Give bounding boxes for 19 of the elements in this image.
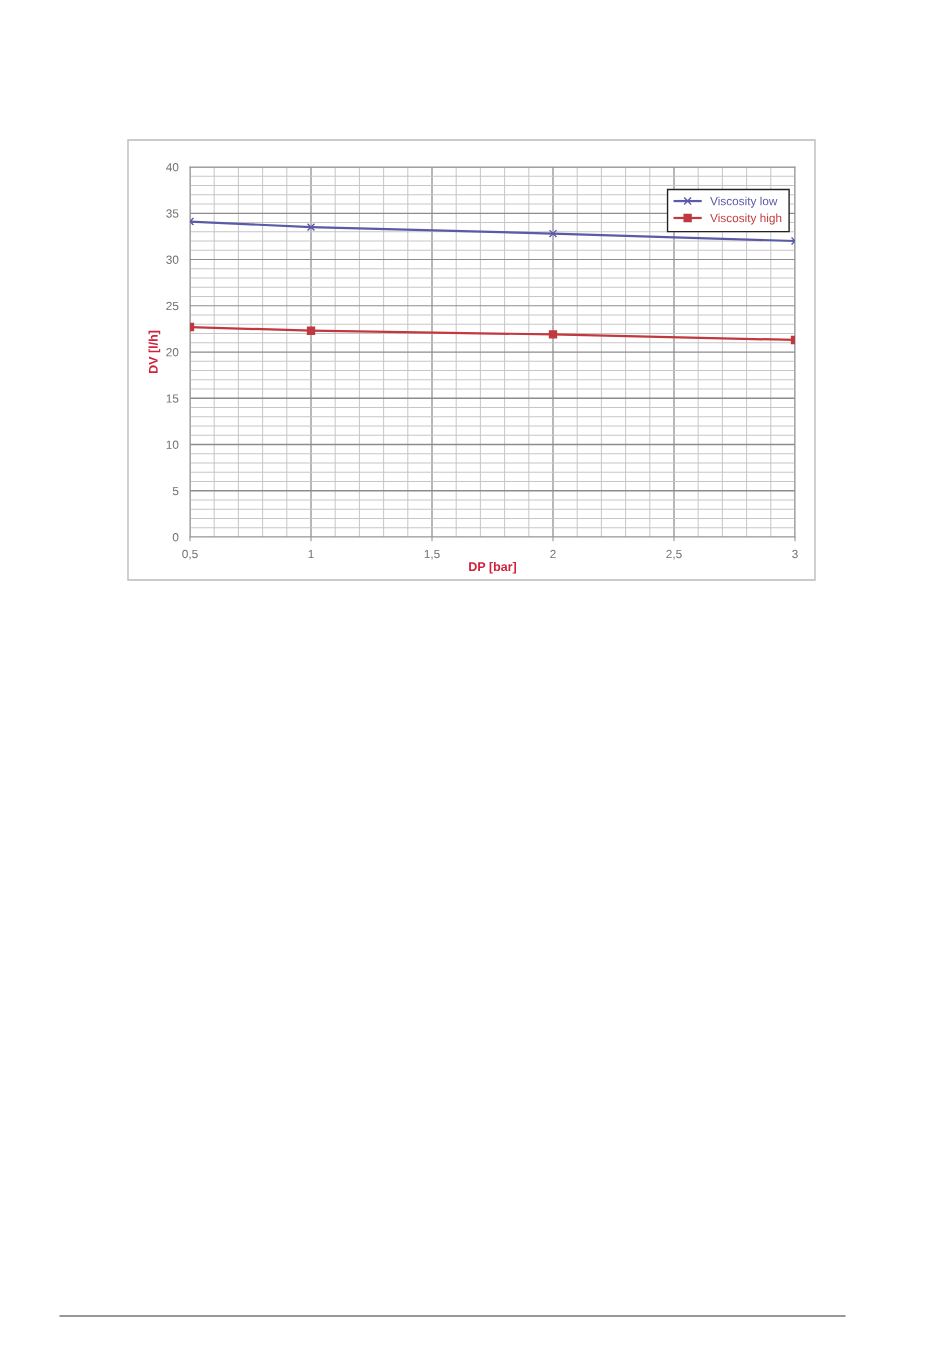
x-tick-label: 1 — [308, 549, 314, 559]
y-tick-label: 40 — [166, 163, 179, 172]
x-tick-label: 3 — [792, 549, 798, 559]
y-tick-label: 25 — [166, 301, 179, 311]
y-tick-label: 10 — [166, 440, 179, 449]
y-tick-label: 0 — [172, 533, 179, 542]
y-axis-title: DV [l/h] — [148, 330, 161, 374]
x-tick-label: 1,5 — [424, 549, 440, 560]
y-tick-label: 35 — [166, 209, 179, 218]
x-tick-label: 2,5 — [666, 549, 682, 560]
legend-label: Viscosity high — [710, 213, 782, 225]
y-tick-label: 15 — [166, 394, 179, 403]
y-tick-label: 5 — [172, 486, 179, 496]
x-tick-label: 2 — [550, 549, 556, 559]
x-axis-title: DP [bar] — [469, 561, 516, 574]
x-tick-label: 0,5 — [182, 549, 198, 560]
y-tick-label: 20 — [166, 348, 179, 357]
y-tick-label: 30 — [166, 255, 179, 264]
legend-label: Viscosity low — [710, 196, 778, 208]
